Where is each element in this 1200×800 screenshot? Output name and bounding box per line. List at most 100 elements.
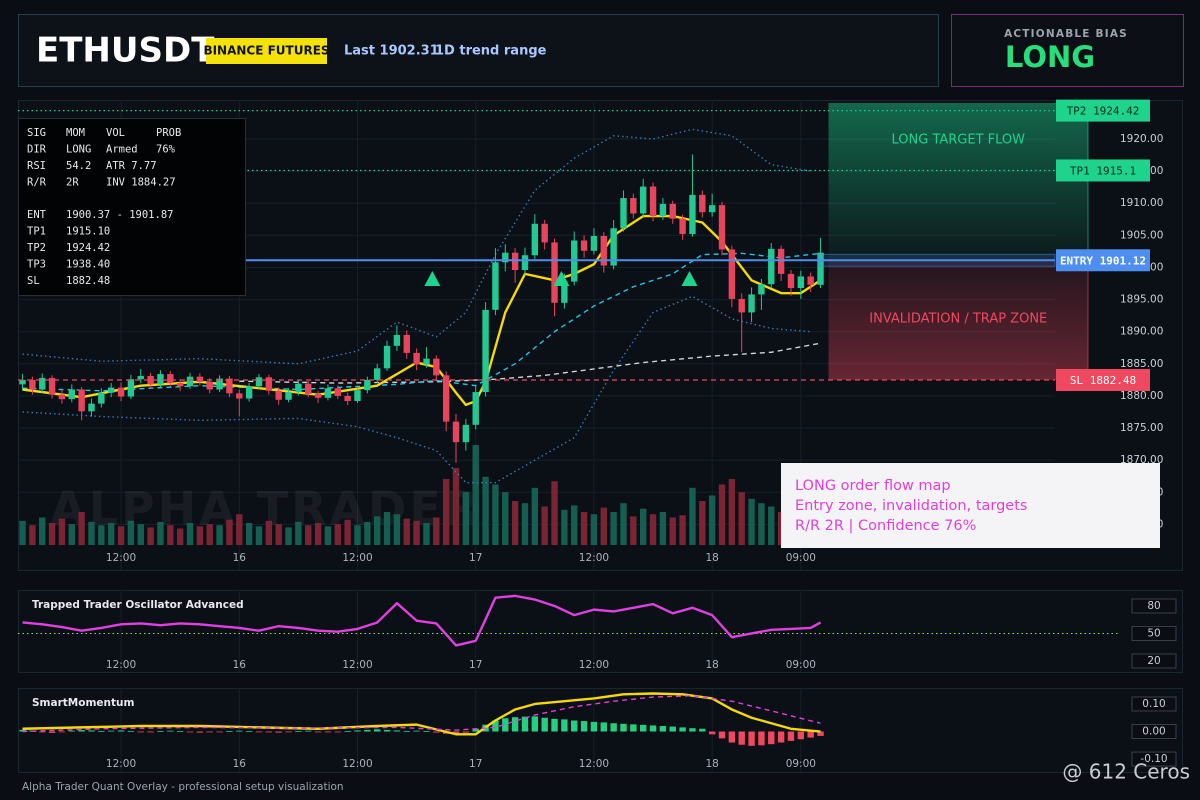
candle-body xyxy=(78,389,85,412)
signal-marker xyxy=(424,271,441,287)
annotation-line: LONG order flow map xyxy=(795,478,951,494)
info-cell: 1900.37 - 1901.87 xyxy=(66,209,173,221)
momentum-bar xyxy=(98,730,105,732)
momentum-bar xyxy=(393,730,401,732)
x-tick-label: 12:00 xyxy=(579,758,609,770)
series-line xyxy=(22,295,811,484)
momentum-panel xyxy=(18,688,1183,773)
y-tick-box xyxy=(1131,724,1177,740)
momentum-bar xyxy=(196,731,204,733)
volume-bar xyxy=(383,512,391,545)
volume-bar xyxy=(679,515,686,545)
candle-body xyxy=(472,392,479,425)
volume-bar xyxy=(295,521,302,545)
volume-bar xyxy=(630,516,637,545)
candle-body xyxy=(452,421,460,443)
y-tick-label: 20 xyxy=(1147,655,1160,667)
candle-body xyxy=(413,352,420,365)
momentum-bar xyxy=(659,726,667,732)
momentum-bar xyxy=(245,730,253,732)
momentum-bar xyxy=(630,724,637,732)
info-cell: ENT xyxy=(27,209,47,221)
x-tick-label: 16 xyxy=(233,552,247,564)
momentum-bar xyxy=(19,729,26,732)
bias-value: LONG xyxy=(1005,40,1095,74)
momentum-bar xyxy=(295,730,302,732)
momentum-bar xyxy=(679,727,686,732)
volume-bar xyxy=(186,523,194,545)
momentum-bar xyxy=(275,731,282,733)
momentum-bar xyxy=(226,730,233,732)
volume-bar xyxy=(590,514,598,545)
candle-body xyxy=(324,388,332,398)
candle-body xyxy=(561,281,568,303)
volume-bar xyxy=(699,501,706,545)
level-badge xyxy=(1056,99,1150,122)
x-tick-label: 12:00 xyxy=(106,552,136,564)
candle-body xyxy=(768,248,775,285)
momentum-bar xyxy=(541,717,548,732)
y-tick-label: -0.10 xyxy=(1140,753,1167,765)
momentum-bar xyxy=(383,729,391,732)
info-cell: 54.2 xyxy=(66,160,91,172)
momentum-bar xyxy=(137,731,144,733)
volume-bar xyxy=(541,506,548,545)
momentum-bar xyxy=(324,731,332,733)
y-tick-label: 1875.00 xyxy=(1120,422,1163,434)
entry-band xyxy=(818,253,1056,267)
x-tick-label: 17 xyxy=(469,552,482,564)
header-box xyxy=(18,14,939,87)
info-cell: DIR xyxy=(27,144,47,156)
momentum-bar xyxy=(492,720,499,732)
level-label: TP1 1915.1 xyxy=(1070,164,1136,177)
momentum-bar xyxy=(354,730,361,732)
info-cell: 1924.42 xyxy=(66,242,110,254)
momentum-bar xyxy=(206,731,213,733)
x-tick-label: 17 xyxy=(469,758,482,770)
momentum-bar xyxy=(551,718,558,732)
zone-label: LONG TARGET FLOW xyxy=(892,133,1026,148)
candle-body xyxy=(393,334,401,346)
momentum-bar xyxy=(580,721,588,732)
x-tick-label: 18 xyxy=(705,659,718,671)
info-cell: INV 1884.27 xyxy=(106,177,176,189)
momentum-bar xyxy=(186,731,194,733)
series-line xyxy=(239,342,821,384)
candle-body xyxy=(186,376,194,387)
volume-bar xyxy=(659,512,667,545)
x-tick-label: 17 xyxy=(469,659,482,671)
volume-bar xyxy=(423,523,430,545)
volume-bar xyxy=(600,507,607,545)
volume-bar xyxy=(531,487,539,545)
y-tick-box xyxy=(1131,751,1177,767)
momentum-bar xyxy=(176,730,184,732)
candle-body xyxy=(305,383,312,394)
y-tick-box xyxy=(1131,653,1177,669)
info-cell: 76% xyxy=(156,144,176,156)
candle-body xyxy=(708,205,716,213)
momentum-bar xyxy=(689,728,696,732)
volume-bar xyxy=(442,479,450,545)
volume-bar xyxy=(413,520,420,545)
volume-bar xyxy=(482,476,489,545)
volume-bar xyxy=(403,518,410,545)
momentum-bar xyxy=(48,731,56,733)
candle-body xyxy=(679,218,686,235)
momentum-bar xyxy=(373,729,381,732)
y-tick-label: 1880.00 xyxy=(1120,390,1163,402)
momentum-bar xyxy=(777,731,785,743)
candle-body xyxy=(639,186,647,214)
candle-body xyxy=(600,235,607,266)
candle-body xyxy=(245,386,253,399)
candle-body xyxy=(275,390,282,400)
series-line xyxy=(22,695,821,733)
signal-marker xyxy=(681,271,698,287)
momentum-bar xyxy=(620,723,627,732)
candle-body xyxy=(314,393,322,398)
volume-bar xyxy=(561,509,568,545)
momentum-bar xyxy=(452,731,460,734)
candle-body xyxy=(236,393,243,399)
x-tick-label: 12:00 xyxy=(342,659,372,671)
volume-bar xyxy=(452,468,460,545)
bias-box xyxy=(951,14,1184,87)
